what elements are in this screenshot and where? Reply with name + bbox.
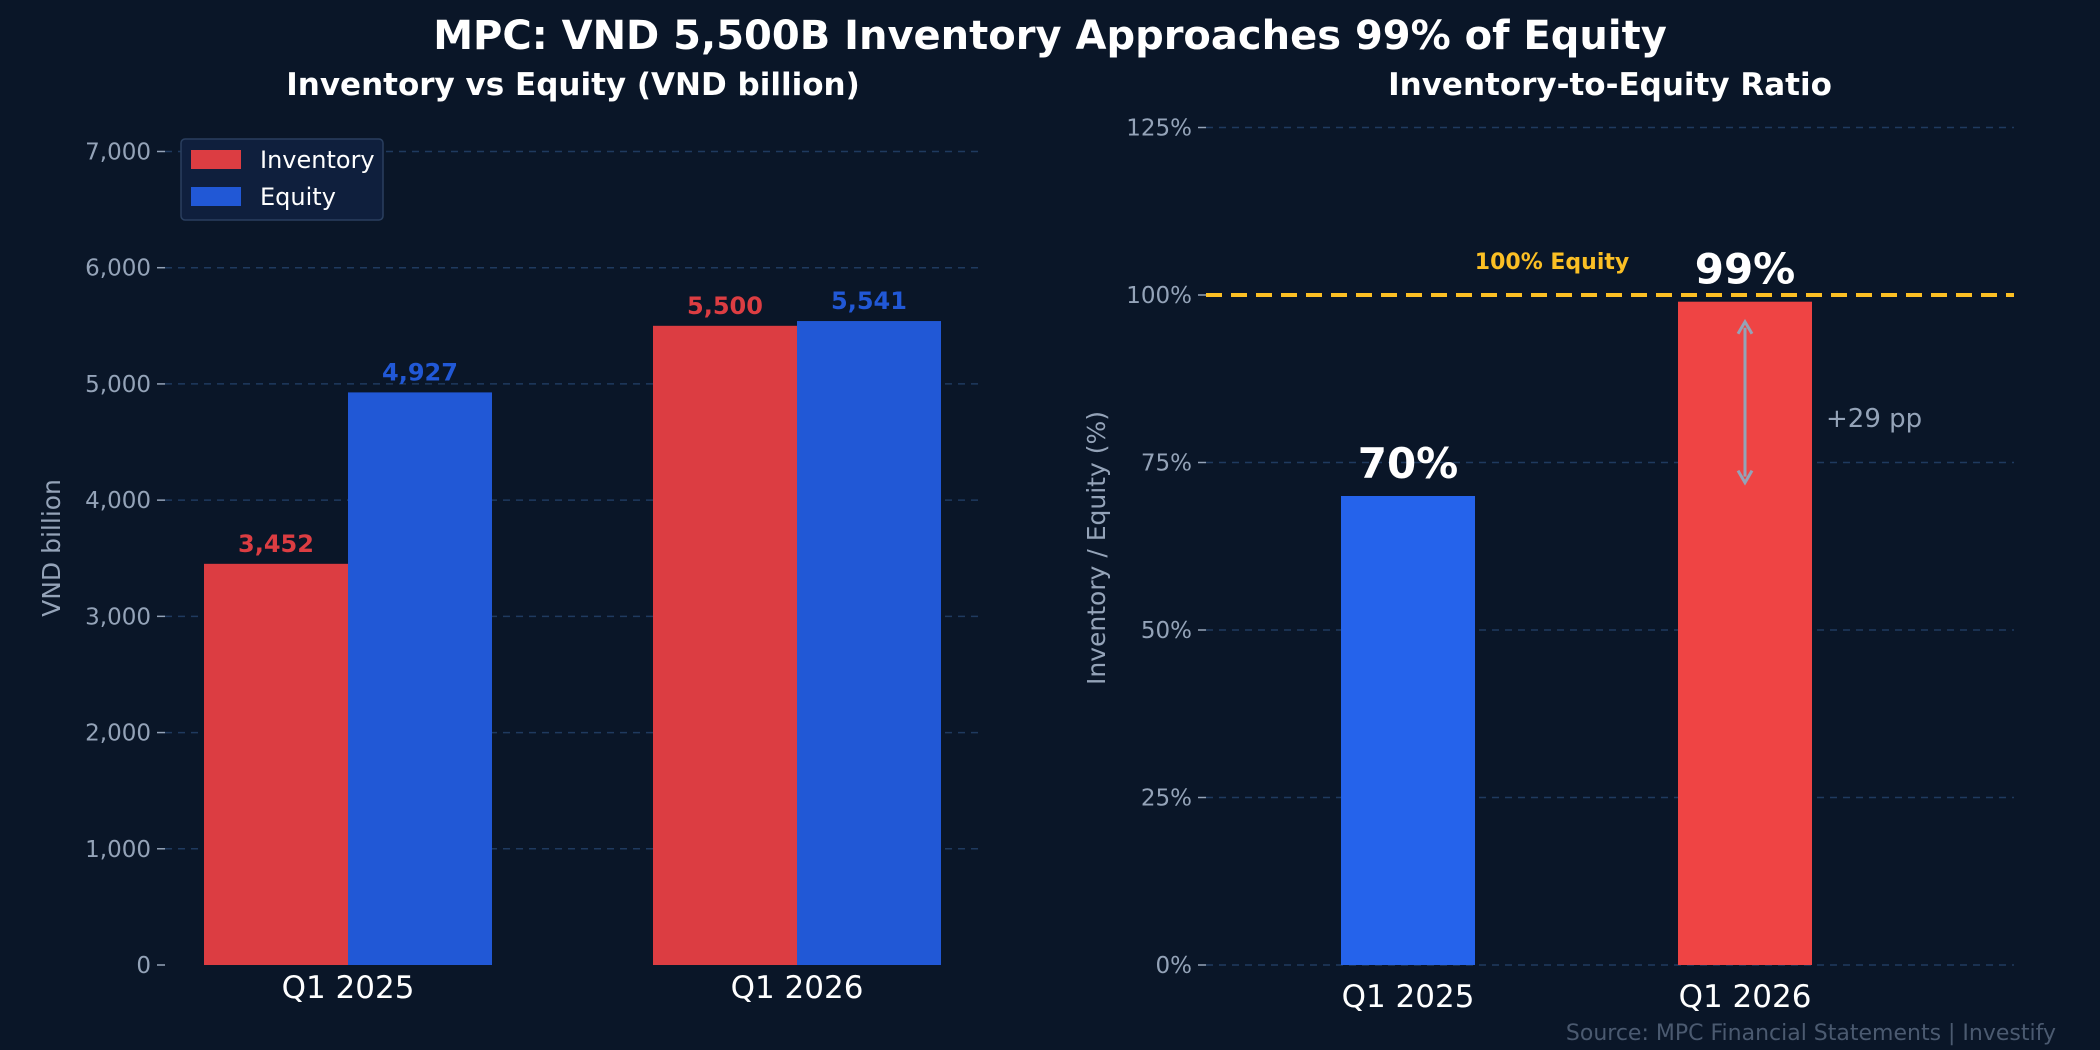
- left-x-axis: Q1 2025 Q1 2026: [282, 970, 864, 1006]
- right-x-tick-label: Q1 2026: [1679, 979, 1812, 1015]
- left-y-axis: 0 1,000 2,000 3,000 4,000 5,000 6,000 7,000: [85, 139, 165, 979]
- right-y-tick-label: 0%: [1156, 953, 1193, 979]
- legend-swatch-equity: [191, 187, 241, 206]
- left-x-tick-label: Q1 2026: [731, 970, 864, 1006]
- right-value-labels: 70% 99%: [1358, 245, 1796, 488]
- left-y-tick-label: 6,000: [85, 256, 151, 282]
- bar-value-label: 4,927: [382, 358, 458, 386]
- right-chart-title: Inventory-to-Equity Ratio: [1388, 67, 1832, 103]
- bar-equity-q1-2026: [797, 321, 941, 965]
- right-y-axis: 0% 25% 50% 75% 100% 125%: [1126, 116, 1206, 979]
- right-x-tick-label: Q1 2025: [1342, 979, 1475, 1015]
- legend: Inventory Equity: [180, 138, 384, 221]
- right-y-axis-label: Inventory / Equity (%): [1082, 411, 1111, 685]
- legend-swatch-inventory: [191, 150, 241, 169]
- right-y-tick-label: 125%: [1126, 116, 1192, 142]
- reference-line-group: 100% Equity: [1206, 250, 2014, 297]
- left-chart-title: Inventory vs Equity (VND billion): [286, 67, 860, 103]
- reference-line-label: 100% Equity: [1475, 250, 1629, 275]
- right-y-tick-label: 50%: [1141, 618, 1192, 644]
- bar-equity-q1-2025: [348, 392, 492, 965]
- right-y-tick-label: 100%: [1126, 283, 1192, 309]
- legend-label-equity: Equity: [260, 183, 336, 211]
- bar-value-label: 5,541: [831, 287, 907, 315]
- bar-inventory-q1-2025: [204, 563, 348, 965]
- left-y-tick-label: 1,000: [85, 837, 151, 863]
- left-x-tick-label: Q1 2025: [282, 970, 415, 1006]
- legend-label-inventory: Inventory: [260, 146, 375, 174]
- bar-value-label: 3,452: [238, 530, 314, 558]
- left-bars: [204, 321, 941, 966]
- inventory-equity-panel: Inventory vs Equity (VND billion) VND bi…: [37, 67, 978, 1006]
- ratio-panel: Inventory-to-Equity Ratio Inventory / Eq…: [1082, 67, 2014, 1015]
- change-annotation: +29 pp: [1736, 318, 1922, 486]
- bar-inventory-q1-2026: [653, 325, 797, 966]
- bar-value-label: 5,500: [687, 292, 763, 320]
- right-y-tick-label: 25%: [1141, 786, 1192, 812]
- source-note: Source: MPC Financial Statements | Inves…: [1566, 1021, 2056, 1046]
- ratio-value-label: 99%: [1695, 245, 1796, 294]
- delta-arrow-head-down: [1736, 469, 1754, 486]
- left-y-axis-label: VND billion: [37, 479, 66, 617]
- figure-title: MPC: VND 5,500B Inventory Approaches 99%…: [433, 13, 1667, 59]
- left-y-tick-label: 0: [136, 953, 151, 979]
- delta-arrow-head-up: [1736, 318, 1754, 335]
- left-y-tick-label: 2,000: [85, 721, 151, 747]
- ratio-bar-q1-2025: [1341, 496, 1475, 965]
- right-y-tick-label: 75%: [1141, 451, 1192, 477]
- left-y-tick-label: 3,000: [85, 604, 151, 630]
- right-x-axis: Q1 2025 Q1 2026: [1342, 979, 1812, 1015]
- right-gridlines: [1206, 126, 2014, 966]
- left-y-tick-label: 4,000: [85, 488, 151, 514]
- ratio-value-label: 70%: [1358, 439, 1459, 488]
- left-y-tick-label: 5,000: [85, 372, 151, 398]
- left-y-tick-label: 7,000: [85, 139, 151, 165]
- delta-label: +29 pp: [1826, 404, 1922, 434]
- left-value-labels: 3,452 4,927 5,500 5,541: [238, 287, 907, 558]
